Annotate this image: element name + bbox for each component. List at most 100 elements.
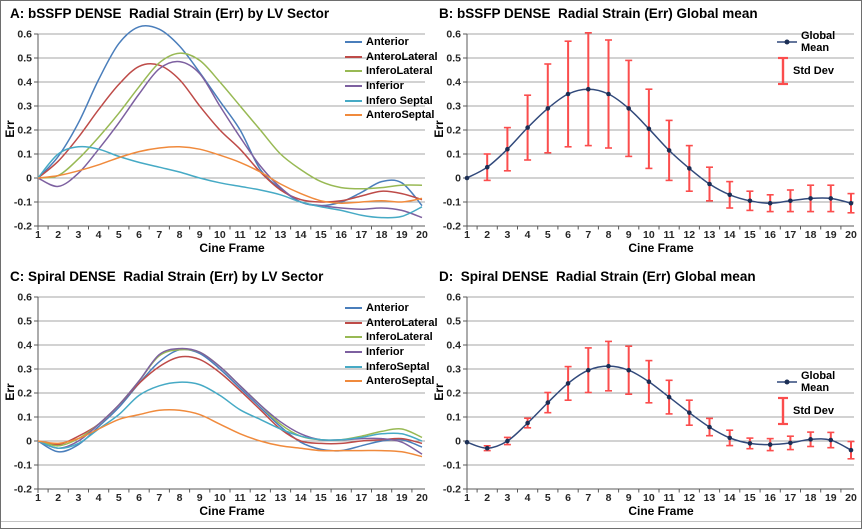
svg-text:17: 17 [356, 492, 368, 504]
svg-text:2: 2 [484, 492, 490, 504]
legend-label: InferoSeptal [366, 360, 430, 373]
chart-title-b: B: bSSFP DENSE Radial Strain (Err) Globa… [439, 6, 758, 21]
svg-text:-0.2: -0.2 [14, 484, 32, 496]
svg-text:18: 18 [805, 229, 817, 241]
series-color-swatch [345, 321, 362, 324]
svg-text:18: 18 [805, 492, 817, 504]
svg-text:0.2: 0.2 [17, 125, 32, 137]
svg-text:3: 3 [75, 492, 81, 504]
y-axis-label-b: Err [432, 120, 446, 138]
chart-canvas-spiral-sector: 0.60.50.40.30.20.10-0.1-0.21 2 3 4 5 6 7 8 9 10 11… [14, 292, 428, 505]
legend-label: AnteroLateral [366, 50, 438, 63]
svg-text:0: 0 [26, 436, 32, 448]
svg-text:2: 2 [484, 229, 490, 241]
chart-title-c: C: Spiral DENSE Radial Strain (Err) by L… [10, 269, 324, 284]
x-axis-label-a: Cine Frame [199, 241, 265, 255]
legend-item: AnteroSeptal [345, 108, 438, 123]
svg-text:16: 16 [335, 229, 347, 241]
legend-label: Global Mean [801, 370, 836, 394]
svg-text:9: 9 [197, 492, 203, 504]
svg-text:0.3: 0.3 [17, 364, 32, 376]
svg-text:0.6: 0.6 [17, 29, 32, 41]
legend-label: AnteroSeptal [366, 109, 435, 122]
legend-item: Inferior [345, 79, 438, 94]
svg-text:16: 16 [764, 492, 776, 504]
svg-text:20: 20 [845, 229, 857, 241]
legend-label: AnteroLateral [366, 316, 438, 329]
x-axis-label-b: Cine Frame [628, 241, 694, 255]
svg-text:0: 0 [455, 173, 461, 185]
svg-text:17: 17 [785, 229, 797, 241]
svg-text:0.2: 0.2 [446, 125, 461, 137]
svg-text:0.1: 0.1 [17, 412, 32, 424]
svg-text:4: 4 [525, 492, 531, 504]
chart-canvas-spiral-mean: 0.60.50.40.30.20.10-0.1-0.21 2 3 4 5 6 7 8 9 10 11… [443, 292, 857, 505]
x-axis-label-c: Cine Frame [199, 504, 265, 518]
svg-text:6: 6 [136, 229, 142, 241]
svg-text:15: 15 [744, 492, 756, 504]
svg-text:10: 10 [643, 492, 655, 504]
svg-text:18: 18 [376, 229, 388, 241]
svg-text:0.5: 0.5 [446, 316, 461, 328]
svg-text:20: 20 [845, 492, 857, 504]
legend-d: Global Mean Std Dev [777, 370, 861, 428]
svg-text:9: 9 [197, 229, 203, 241]
svg-text:4: 4 [96, 492, 102, 504]
legend-item: AnteroSeptal [345, 374, 438, 389]
figure-bottom-rule [1, 521, 861, 522]
legend-item: Anterior [345, 35, 438, 50]
svg-text:10: 10 [643, 229, 655, 241]
svg-text:13: 13 [704, 229, 716, 241]
svg-text:8: 8 [177, 492, 183, 504]
svg-text:-0.2: -0.2 [443, 221, 461, 233]
svg-text:13: 13 [275, 229, 287, 241]
svg-text:15: 15 [315, 229, 327, 241]
svg-text:2: 2 [55, 492, 61, 504]
svg-text:19: 19 [825, 492, 837, 504]
error-bar-icon [778, 56, 788, 86]
series-color-swatch [345, 55, 362, 58]
chart-title-d: D: Spiral DENSE Radial Strain (Err) Glob… [439, 269, 756, 284]
svg-text:-0.2: -0.2 [443, 484, 461, 496]
series-color-swatch [345, 365, 362, 368]
legend-label: Anterior [366, 302, 409, 315]
svg-text:8: 8 [606, 229, 612, 241]
x-axis-label-d: Cine Frame [628, 504, 694, 518]
chart-title-a: A: bSSFP DENSE Radial Strain (Err) by LV… [10, 6, 330, 21]
svg-text:-0.1: -0.1 [443, 197, 461, 209]
legend-label: InferoLateral [366, 331, 433, 344]
svg-text:11: 11 [664, 229, 675, 241]
svg-text:0.1: 0.1 [446, 149, 461, 161]
legend-label: Inferior [366, 80, 404, 93]
svg-text:2: 2 [55, 229, 61, 241]
legend-label: AnteroSeptal [366, 375, 435, 388]
legend-item-global-mean: Global Mean [777, 30, 861, 54]
svg-text:14: 14 [295, 229, 307, 241]
svg-text:19: 19 [396, 229, 408, 241]
svg-text:12: 12 [254, 492, 266, 504]
svg-text:4: 4 [96, 229, 102, 241]
mean-line-dot-icon [777, 39, 797, 45]
svg-text:15: 15 [744, 229, 756, 241]
y-axis-label-c: Err [3, 383, 17, 401]
svg-text:0.5: 0.5 [17, 53, 32, 65]
series-color-swatch [345, 307, 362, 310]
legend-label: Global Mean [801, 30, 836, 54]
svg-text:11: 11 [664, 492, 675, 504]
svg-text:19: 19 [825, 229, 837, 241]
legend-item-std-dev: Std Dev [777, 394, 861, 428]
legend-item: InferoSeptal [345, 359, 438, 374]
svg-text:1: 1 [35, 492, 41, 504]
svg-text:9: 9 [626, 229, 632, 241]
svg-text:3: 3 [504, 229, 510, 241]
svg-text:8: 8 [177, 229, 183, 241]
svg-text:16: 16 [335, 492, 347, 504]
svg-text:0.3: 0.3 [17, 101, 32, 113]
chart-canvas-bssfp-sector: 0.60.50.40.30.20.10-0.1-0.21 2 3 4 5 6 7 8 9 10 11… [14, 24, 428, 241]
svg-text:0.4: 0.4 [17, 77, 32, 89]
svg-text:3: 3 [504, 492, 510, 504]
svg-text:4: 4 [525, 229, 531, 241]
series-color-swatch [345, 380, 362, 383]
legend-item: InferoLateral [345, 64, 438, 79]
